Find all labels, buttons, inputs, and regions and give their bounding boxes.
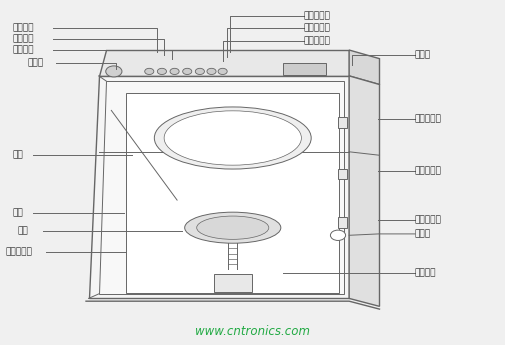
Text: 中水位按扭: 中水位按扭 xyxy=(303,24,330,33)
Text: 排水按扭: 排水按扭 xyxy=(13,34,34,43)
Polygon shape xyxy=(98,50,348,76)
Polygon shape xyxy=(98,81,343,294)
Polygon shape xyxy=(88,76,348,298)
Ellipse shape xyxy=(164,111,301,165)
Text: 洗涤电机: 洗涤电机 xyxy=(414,268,435,277)
Text: 高水位按扭: 高水位按扭 xyxy=(303,11,330,20)
Circle shape xyxy=(207,68,216,75)
Text: 外桶: 外桶 xyxy=(13,209,23,218)
Text: 高水位开关: 高水位开关 xyxy=(414,115,441,124)
Text: 电磁离合器: 电磁离合器 xyxy=(5,247,32,256)
Text: 拨盘: 拨盘 xyxy=(18,227,28,236)
Text: 中水位开关: 中水位开关 xyxy=(414,166,441,175)
Circle shape xyxy=(106,66,122,77)
Bar xyxy=(337,117,346,128)
Circle shape xyxy=(195,68,204,75)
Circle shape xyxy=(157,68,166,75)
Bar xyxy=(126,93,338,293)
Polygon shape xyxy=(348,76,379,306)
Bar xyxy=(337,169,346,179)
Text: 启动按扭: 启动按扭 xyxy=(13,45,34,54)
Text: 进水口: 进水口 xyxy=(28,58,44,67)
Text: 内桶: 内桶 xyxy=(13,151,23,160)
Text: 显示器: 显示器 xyxy=(414,51,430,60)
Ellipse shape xyxy=(196,216,268,239)
Text: 低水位按扭: 低水位按扭 xyxy=(303,36,330,45)
Circle shape xyxy=(182,68,191,75)
Circle shape xyxy=(218,68,227,75)
Bar xyxy=(283,63,326,75)
Polygon shape xyxy=(348,50,379,85)
Text: 排水口: 排水口 xyxy=(414,229,430,238)
Text: www.cntronics.com: www.cntronics.com xyxy=(195,325,310,338)
Bar xyxy=(337,217,346,228)
Text: 低水位开关: 低水位开关 xyxy=(414,216,441,225)
Circle shape xyxy=(170,68,179,75)
Ellipse shape xyxy=(184,212,280,243)
Circle shape xyxy=(144,68,154,75)
Circle shape xyxy=(330,230,345,240)
Ellipse shape xyxy=(154,107,311,169)
Text: 停止按扭: 停止按扭 xyxy=(13,23,34,32)
Bar xyxy=(214,274,251,292)
